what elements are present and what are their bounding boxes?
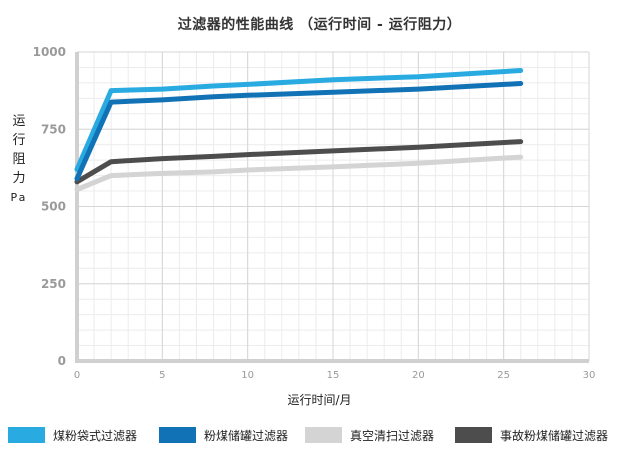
- legend-swatch: [305, 427, 342, 443]
- chart-title: 过滤器的性能曲线 （运行时间 - 运行阻力）: [177, 17, 462, 33]
- y-axis-label-char: 力: [12, 171, 26, 186]
- x-tick-label: 5: [159, 370, 165, 381]
- x-tick-label: 15: [327, 370, 340, 381]
- x-tick-label: 30: [583, 370, 596, 381]
- series-line: [74, 81, 524, 182]
- x-tick-label: 25: [497, 370, 510, 381]
- x-tick-label: 0: [74, 370, 80, 381]
- x-tick-label: 20: [412, 370, 425, 381]
- legend-item: 粉煤储罐过滤器: [159, 426, 288, 444]
- legend-swatch: [8, 427, 45, 443]
- legend-swatch: [159, 427, 196, 443]
- axes: 0 250 500 750 1000 0 5 10 15 20 25 30: [33, 45, 596, 381]
- y-tick-label: 1000: [33, 45, 66, 59]
- y-axis-label-char: 行: [12, 133, 26, 148]
- series-line: [74, 68, 524, 172]
- y-axis-label: 运 行 阻 力 Pa: [10, 112, 28, 207]
- grid: [76, 51, 590, 362]
- y-tick-label: 500: [41, 200, 66, 214]
- legend-item: 真空清扫过滤器: [305, 426, 434, 444]
- series-line: [74, 139, 524, 185]
- y-axis-unit: Pa: [10, 191, 28, 204]
- legend-item: 煤粉袋式过滤器: [8, 426, 137, 444]
- y-tick-label: 250: [41, 277, 66, 291]
- series-line: [74, 154, 524, 192]
- legend-label: 煤粉袋式过滤器: [53, 428, 138, 443]
- y-axis-label-char: 阻: [12, 152, 26, 167]
- legend-label: 真空清扫过滤器: [350, 428, 435, 443]
- legend-swatch: [455, 427, 492, 443]
- legend-label: 粉煤储罐过滤器: [204, 428, 289, 443]
- legend-label: 事故粉煤储罐过滤器: [500, 428, 609, 443]
- y-tick-label: 0: [58, 354, 66, 368]
- legend: 煤粉袋式过滤器 粉煤储罐过滤器 真空清扫过滤器 事故粉煤储罐过滤器: [0, 426, 639, 446]
- x-axis-label: 运行时间/月: [287, 393, 352, 407]
- y-tick-label: 750: [41, 122, 66, 136]
- legend-item: 事故粉煤储罐过滤器: [455, 426, 608, 444]
- y-axis-label-char: 运: [12, 114, 26, 129]
- series-lines: [74, 68, 524, 192]
- x-tick-label: 10: [241, 370, 254, 381]
